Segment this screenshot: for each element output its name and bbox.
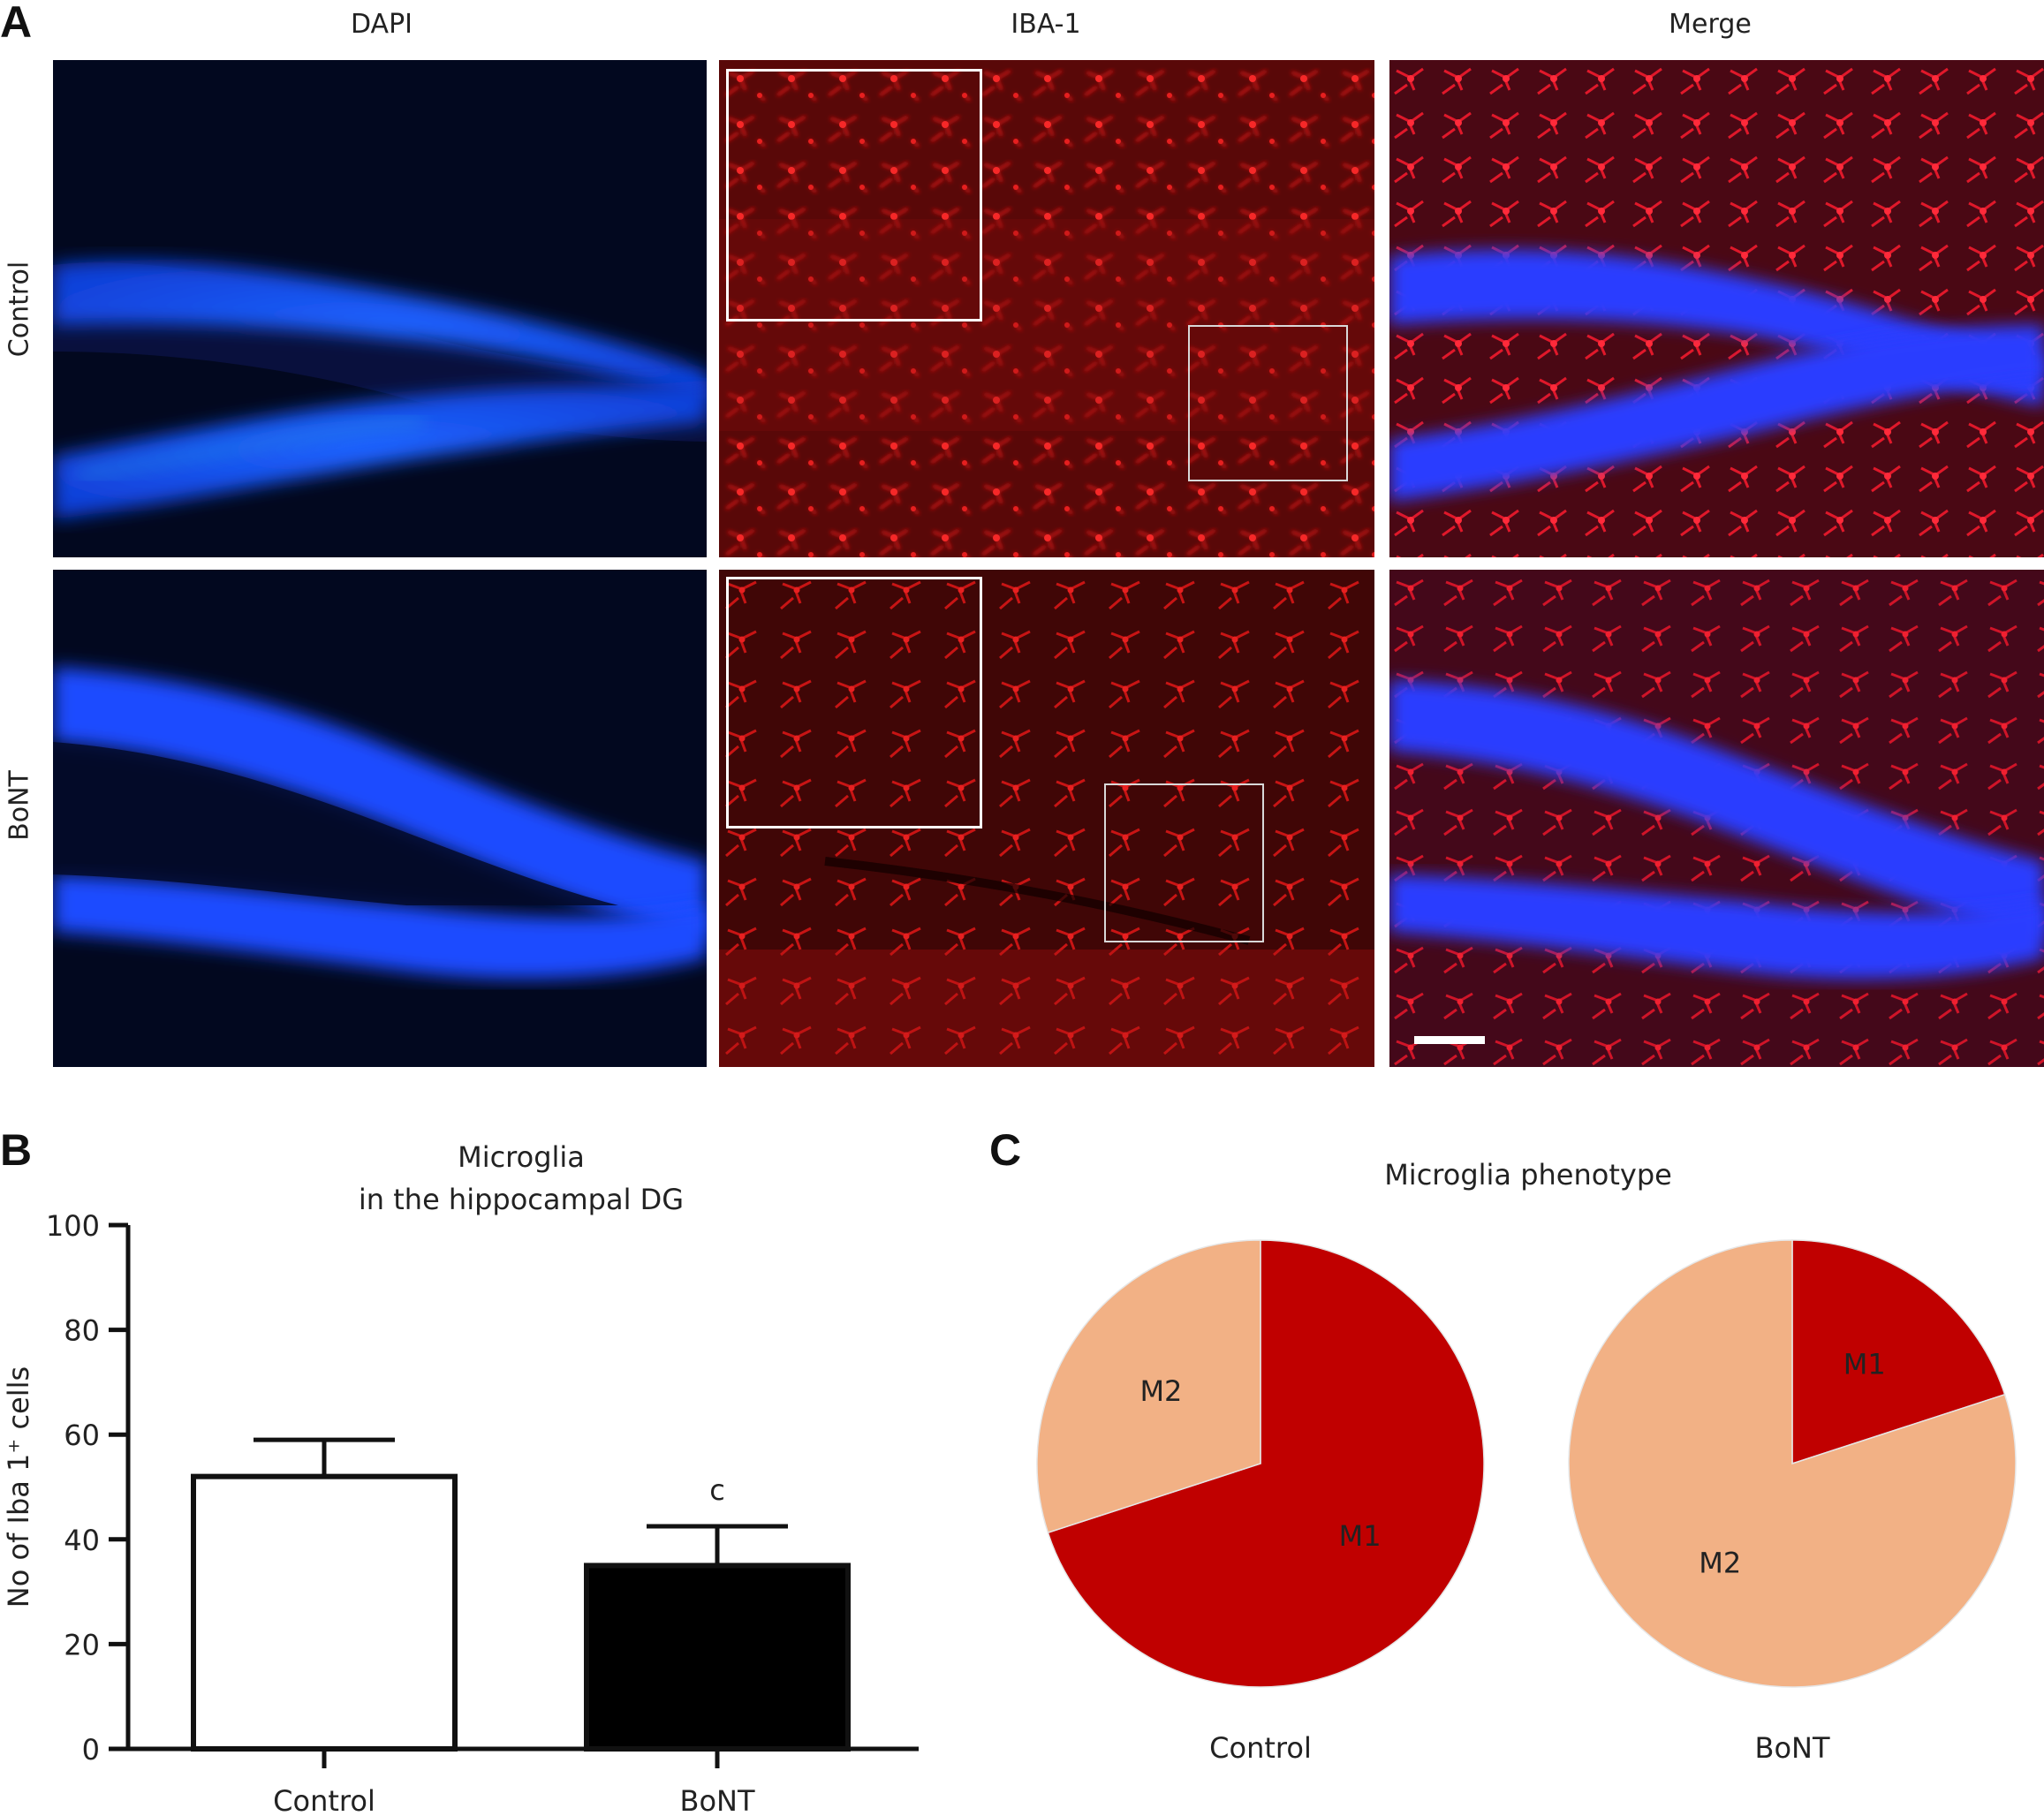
- column-label-merge: Merge: [1669, 9, 1752, 40]
- scale-bar: [1414, 1036, 1485, 1044]
- micrograph-control-iba1: [719, 60, 1374, 557]
- bar-chart-title-line2: in the hippocampal DG: [358, 1183, 685, 1216]
- pie-slice-control-m2: [1036, 1239, 1261, 1534]
- micrograph-control-merge: [1389, 60, 2044, 557]
- column-label-dapi: DAPI: [350, 9, 413, 40]
- y-tick-label: 40: [64, 1524, 100, 1557]
- y-tick-label: 100: [46, 1209, 100, 1243]
- pie-slice-label: M2: [1699, 1547, 1741, 1580]
- pie-charts: M1 M2 Control M1 M2 BoNT: [1036, 1239, 2017, 1765]
- inset-box-large: [726, 577, 982, 829]
- micrograph-bont-iba1: [719, 570, 1374, 1067]
- y-axis-label: No of Iba 1⁺ cells: [2, 1366, 35, 1608]
- inset-box-small: [1104, 783, 1264, 942]
- pie-slice-control-m1: [1047, 1239, 1485, 1688]
- row-label-bont: BoNT: [4, 770, 35, 841]
- pie-caption-bont: BoNT: [1754, 1731, 1829, 1765]
- x-tick-label: BoNT: [679, 1784, 754, 1816]
- pie-slice-label: M1: [1339, 1519, 1382, 1553]
- pie-caption-control: Control: [1209, 1731, 1312, 1765]
- pie-slice-label: M2: [1139, 1374, 1182, 1408]
- x-tick-label: Control: [273, 1784, 375, 1816]
- bar-chart-title-line1: Microglia: [458, 1140, 585, 1174]
- y-tick-label: 80: [64, 1314, 100, 1348]
- inset-box-large: [726, 69, 982, 322]
- y-tick-label: 0: [82, 1733, 100, 1767]
- micrograph-control-dapi: [53, 60, 707, 557]
- y-tick-label: 60: [64, 1419, 100, 1452]
- panel-c-label: C: [989, 1125, 1022, 1175]
- y-tick-label: 20: [64, 1628, 100, 1661]
- bar-chart-title: Microglia in the hippocampal DG: [300, 1136, 742, 1221]
- pie-chart-title: Microglia phenotype: [1384, 1158, 1672, 1192]
- bar-chart: 0 20 40 60 80 100 No of Iba 1⁺ cells Control BoN…: [2, 1209, 919, 1816]
- inset-box-small: [1188, 325, 1348, 481]
- pie-slice-label: M1: [1843, 1347, 1886, 1381]
- pie-slice-bont-m1: [1791, 1239, 2006, 1465]
- pie-slice-bont-m2: [1568, 1239, 2017, 1688]
- micrograph-bont-dapi: [53, 570, 707, 1067]
- column-label-iba1: IBA-1: [1011, 9, 1081, 40]
- micrograph-bont-merge: [1389, 570, 2044, 1067]
- bar-control: [191, 1473, 458, 1752]
- bar-bont: [584, 1563, 851, 1752]
- panel-a-label: A: [0, 0, 33, 47]
- row-label-control: Control: [4, 261, 35, 358]
- significance-marker: c: [709, 1473, 725, 1507]
- panel-b-label: B: [0, 1125, 33, 1175]
